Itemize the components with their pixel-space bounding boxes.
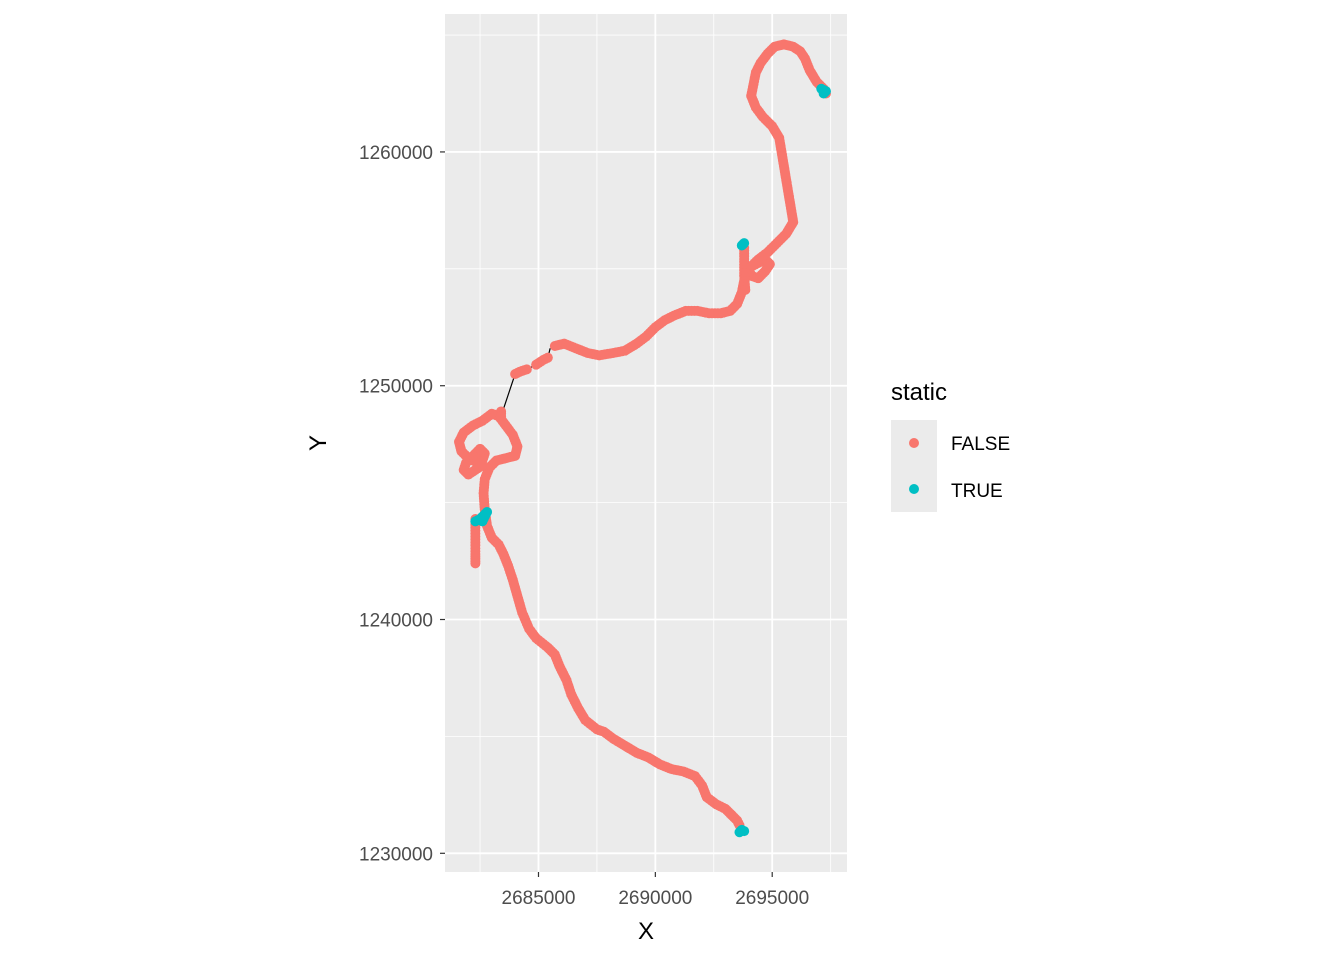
point-false	[542, 352, 553, 363]
plot-panel	[445, 14, 847, 872]
point-true	[470, 516, 481, 527]
x-tick-label: 2695000	[735, 888, 809, 909]
legend: static FALSE TRUE	[891, 379, 1010, 512]
legend-title: static	[891, 379, 947, 406]
x-tick-label: 2690000	[618, 888, 692, 909]
point-true	[739, 826, 750, 837]
y-axis-title: Y	[305, 435, 332, 451]
x-axis-ticks: 2685000 2690000 2695000	[502, 872, 809, 909]
legend-entry-true: TRUE	[891, 466, 1003, 512]
x-tick-label: 2685000	[502, 888, 576, 909]
major-gridlines	[445, 14, 847, 872]
point-false	[470, 558, 481, 569]
point-false	[496, 411, 507, 422]
legend-swatch-true	[909, 484, 919, 494]
point-false	[740, 284, 751, 295]
data-points	[454, 39, 831, 838]
x-axis-title: X	[638, 918, 654, 945]
y-tick-label: 1240000	[359, 611, 433, 632]
y-tick-label: 1250000	[359, 377, 433, 398]
point-false	[477, 460, 488, 471]
legend-label-false: FALSE	[951, 434, 1010, 455]
minor-gridlines	[445, 14, 847, 872]
legend-entry-false: FALSE	[891, 420, 1010, 466]
legend-label-true: TRUE	[951, 481, 1003, 502]
point-true	[736, 240, 747, 251]
point-true	[818, 88, 829, 99]
legend-swatch-false	[909, 438, 919, 448]
y-axis-ticks: 1230000 1240000 1250000 1260000	[359, 143, 445, 865]
point-false	[521, 364, 532, 375]
y-tick-label: 1260000	[359, 143, 433, 164]
y-tick-label: 1230000	[359, 844, 433, 865]
